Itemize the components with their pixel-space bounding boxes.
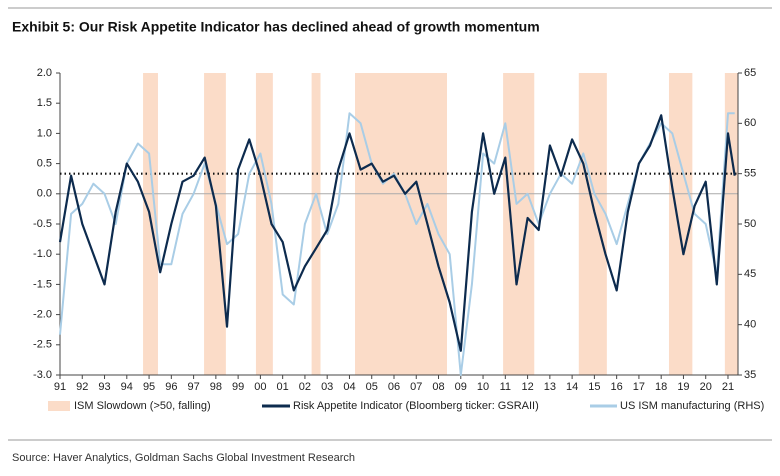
x-tick-label: 21	[722, 381, 734, 393]
legend-label: ISM Slowdown (>50, falling)	[74, 400, 211, 412]
y-tick-label: -2.5	[33, 339, 52, 351]
legend-label: Risk Appetite Indicator (Bloomberg ticke…	[293, 400, 539, 412]
y-tick-label: -1.0	[33, 248, 52, 260]
shaded-band	[355, 73, 447, 375]
x-tick-label: 13	[544, 381, 556, 393]
chart-title: Exhibit 5: Our Risk Appetite Indicator h…	[12, 19, 540, 35]
x-tick-label: 19	[677, 381, 689, 393]
x-tick-label: 99	[232, 381, 244, 393]
x-tick-label: 07	[410, 381, 422, 393]
x-tick-label: 98	[210, 381, 222, 393]
x-tick-label: 01	[277, 381, 289, 393]
source: Source: Haver Analytics, Goldman Sachs G…	[12, 452, 355, 464]
y-tick-label: 2.0	[37, 67, 52, 79]
x-tick-label: 11	[500, 381, 511, 393]
x-tick-label: 02	[299, 381, 311, 393]
x-tick-label: 08	[432, 381, 444, 393]
y2-tick-label: 60	[744, 117, 756, 129]
x-tick-label: 15	[588, 381, 600, 393]
x-tick-label: 96	[165, 381, 177, 393]
shaded-band	[311, 73, 321, 375]
x-tick-label: 94	[121, 381, 133, 393]
x-tick-label: 18	[655, 381, 667, 393]
x-tick-label: 17	[633, 381, 645, 393]
y-tick-label: -2.0	[33, 309, 52, 321]
x-tick-label: 05	[366, 381, 378, 393]
x-tick-label: 93	[98, 381, 110, 393]
x-tick-label: 00	[254, 381, 266, 393]
x-tick-label: 97	[187, 381, 199, 393]
shaded-band	[724, 73, 738, 375]
y2-tick-label: 55	[744, 168, 756, 180]
x-tick-label: 16	[611, 381, 623, 393]
x-tick-label: 10	[477, 381, 489, 393]
legend-label: US ISM manufacturing (RHS)	[620, 400, 764, 412]
y-tick-label: 0.0	[37, 188, 52, 200]
y2-tick-label: 65	[744, 67, 756, 79]
y-tick-label: -3.0	[33, 369, 52, 381]
y-tick-label: 1.0	[37, 127, 52, 139]
y2-tick-label: 40	[744, 319, 756, 331]
shaded-band	[503, 73, 535, 375]
shaded-band	[668, 73, 693, 375]
x-tick-label: 20	[700, 381, 712, 393]
shaded-band	[255, 73, 273, 375]
x-tick-label: 92	[76, 381, 88, 393]
y2-tick-label: 35	[744, 369, 756, 381]
legend-swatch	[48, 401, 70, 411]
y-tick-label: -1.5	[33, 278, 52, 290]
x-tick-label: 14	[566, 381, 578, 393]
y2-tick-label: 50	[744, 218, 756, 230]
shaded-band	[578, 73, 607, 375]
y-tick-label: -0.5	[33, 218, 52, 230]
y2-tick-label: 45	[744, 268, 756, 280]
series-line	[58, 114, 736, 352]
y-tick-label: 1.5	[37, 97, 52, 109]
y-tick-label: 0.5	[37, 158, 52, 170]
x-tick-label: 09	[455, 381, 467, 393]
x-tick-label: 06	[388, 381, 400, 393]
x-tick-label: 03	[321, 381, 333, 393]
x-tick-label: 91	[54, 381, 66, 393]
x-tick-label: 95	[143, 381, 155, 393]
x-tick-label: 12	[521, 381, 533, 393]
x-tick-label: 04	[343, 381, 355, 393]
shaded-band	[204, 73, 226, 375]
